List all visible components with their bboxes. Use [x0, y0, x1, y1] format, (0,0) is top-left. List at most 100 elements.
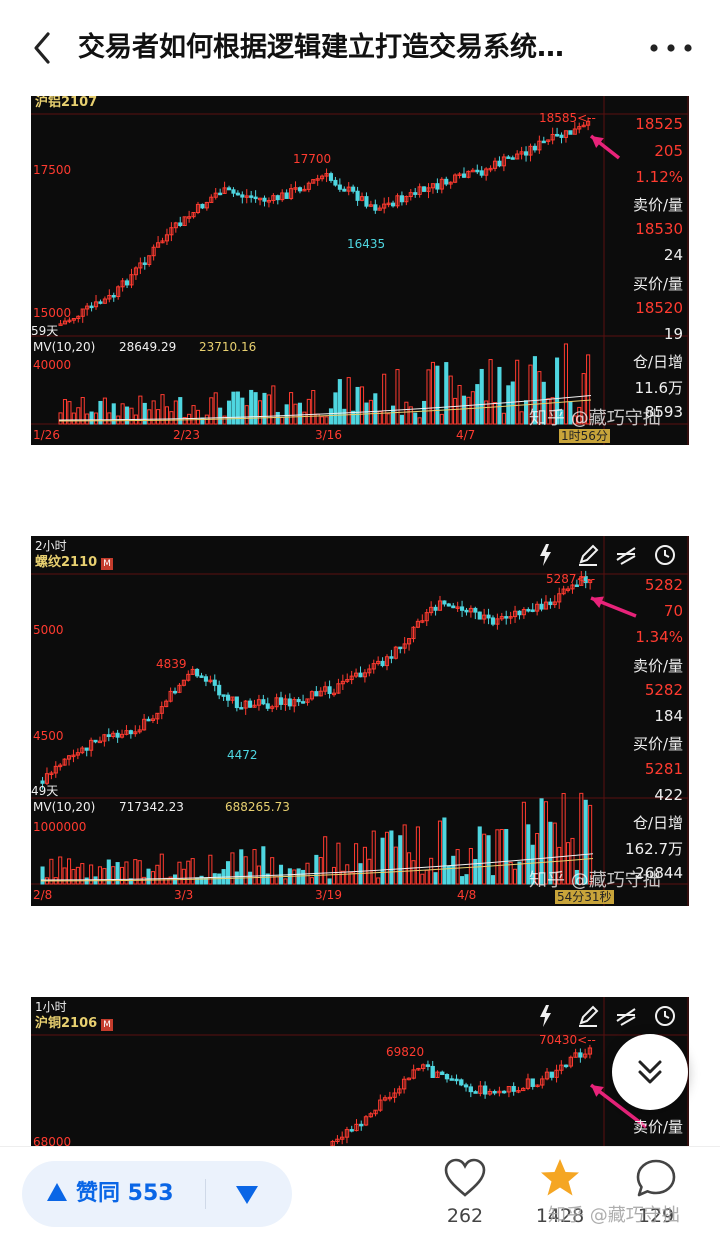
candle-body — [455, 606, 460, 609]
volume-bar — [62, 867, 67, 885]
date-label: 3/19 — [315, 888, 342, 902]
volume-bar — [240, 397, 245, 425]
candle-body — [492, 160, 498, 169]
volume-bar — [435, 365, 440, 425]
volume-bar — [333, 392, 338, 425]
candle-body — [524, 151, 529, 156]
comment-button[interactable]: 129 — [616, 1157, 696, 1233]
candle-body — [578, 1052, 583, 1058]
vote-down-icon[interactable] — [232, 1179, 262, 1209]
candle-body — [368, 1113, 373, 1118]
volume-bar — [253, 392, 258, 425]
candle-body — [451, 605, 456, 609]
candle-body — [406, 1077, 412, 1081]
volume-bar — [561, 793, 566, 885]
back-arrow-icon[interactable] — [24, 28, 64, 68]
volume-bar — [150, 871, 155, 885]
candle-body — [311, 179, 316, 184]
top-nav-bar: 交易者如何根据逻辑建立打造交易系统… — [0, 0, 720, 96]
volume-bar — [102, 868, 107, 885]
lightning-icon[interactable] — [540, 1005, 551, 1027]
volume-bar — [367, 858, 372, 885]
ask-price: 18530 — [635, 220, 683, 238]
clock-icon[interactable] — [655, 545, 675, 565]
candle-body — [344, 1129, 350, 1138]
volume-bar — [169, 411, 174, 425]
candle-body — [549, 1071, 554, 1078]
more-dots-icon[interactable] — [646, 30, 696, 66]
volume-bar — [526, 824, 531, 885]
volume-bar — [577, 406, 582, 425]
candle-body — [460, 606, 465, 611]
candle-body — [544, 1071, 550, 1080]
candle-body — [482, 1085, 488, 1095]
draw-lines-icon[interactable] — [616, 1008, 636, 1026]
last-price: 5282 — [644, 576, 683, 594]
draw-lines-icon[interactable] — [616, 547, 636, 565]
price-change: 205 — [654, 142, 683, 160]
favorite-button[interactable]: 1428 — [520, 1157, 600, 1233]
candle-body — [107, 295, 112, 300]
candle-body — [349, 675, 354, 681]
candle-body — [526, 609, 531, 612]
candle-body — [359, 1123, 364, 1127]
volume-bar — [429, 857, 434, 885]
candle-body — [497, 1090, 502, 1094]
volume-bar — [504, 829, 509, 885]
candle-body — [289, 188, 294, 199]
candle-body — [499, 616, 504, 620]
candle-body — [150, 718, 155, 721]
favorite-count: 1428 — [535, 1205, 585, 1227]
candle-body — [226, 187, 232, 191]
volume-bar — [433, 872, 438, 885]
volume-bar — [178, 397, 183, 425]
arrow-head — [591, 1085, 604, 1097]
pen-icon[interactable] — [579, 544, 599, 566]
candle-body — [129, 274, 134, 286]
candle-body — [401, 1078, 407, 1090]
volume-bar — [249, 389, 254, 425]
open-interest-label: 仓/日增 — [632, 353, 683, 371]
volume-bar — [208, 854, 213, 885]
clock-icon[interactable] — [655, 1006, 675, 1026]
candle-body — [506, 1086, 512, 1093]
ma-line — [40, 853, 594, 881]
volume-bar — [464, 874, 469, 885]
candle-body — [351, 186, 356, 192]
candlestick-chart-svg — [31, 536, 689, 906]
candle-body — [355, 190, 360, 201]
volume-bar — [499, 829, 504, 885]
like-button[interactable]: 262 — [425, 1157, 505, 1233]
candle-body — [448, 181, 453, 185]
candle-body — [156, 242, 161, 248]
volume-bar — [137, 860, 142, 885]
candle-body — [478, 1085, 483, 1094]
candle-body — [244, 195, 249, 198]
pen-icon[interactable] — [579, 1005, 599, 1027]
candle-body — [199, 675, 204, 678]
candle-body — [75, 752, 80, 756]
volume-bar — [106, 859, 111, 885]
candle-body — [528, 145, 533, 156]
lightning-icon[interactable] — [540, 544, 551, 566]
volume-bar — [191, 405, 196, 425]
vote-up-button[interactable]: 赞同 553 — [46, 1179, 174, 1209]
volume-bar — [359, 386, 365, 425]
candle-body — [583, 576, 588, 584]
volume-bar — [289, 392, 294, 425]
volume-bar — [550, 397, 555, 425]
candle-body — [535, 603, 540, 612]
candle-body — [501, 156, 506, 167]
candle-body — [89, 305, 94, 309]
volume-bar — [444, 362, 449, 425]
candle-body — [106, 734, 111, 738]
candle-body — [506, 156, 511, 159]
candle-body — [119, 733, 125, 738]
candle-body — [116, 286, 121, 298]
candle-body — [475, 169, 480, 173]
candle-body — [320, 175, 325, 180]
volume-bar — [439, 413, 444, 425]
y-level-bottom: 68000 — [33, 1135, 72, 1146]
candle-body — [53, 765, 58, 774]
scroll-down-button[interactable] — [612, 1034, 688, 1110]
